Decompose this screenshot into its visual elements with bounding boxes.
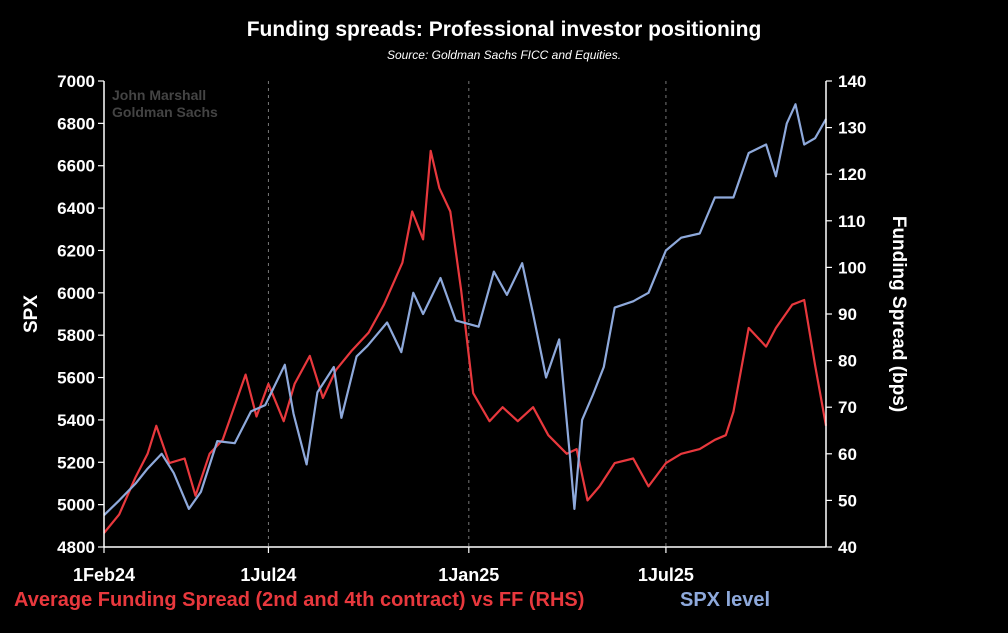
left-tick-label: 6600 — [57, 157, 95, 176]
x-tick-label: 1Feb24 — [73, 565, 135, 585]
spx-level-line — [103, 103, 827, 516]
right-tick-label: 60 — [838, 445, 857, 464]
right-tick-label: 120 — [838, 165, 866, 184]
left-tick-label: 5200 — [57, 453, 95, 472]
x-tick-label: 1Jan25 — [438, 565, 499, 585]
series-group — [103, 103, 828, 534]
chart-title: Funding spreads: Professional investor p… — [246, 18, 762, 41]
right-tick-label: 40 — [838, 538, 857, 557]
left-tick-label: 6200 — [57, 241, 95, 260]
left-tick-label: 5800 — [57, 326, 95, 345]
funding-spread-line — [103, 149, 828, 534]
left-tick-label: 6000 — [57, 284, 95, 303]
right-tick-label: 140 — [838, 72, 866, 91]
right-axis-title: Funding Spread (bps) — [888, 216, 909, 412]
right-tick-label: 80 — [838, 352, 857, 371]
watermark-text: Goldman Sachs — [112, 104, 218, 120]
right-tick-label: 130 — [838, 119, 866, 138]
watermark-text: John Marshall — [112, 87, 206, 103]
right-tick-label: 70 — [838, 398, 857, 417]
right-tick-label: 110 — [838, 212, 865, 231]
right-tick-label: 100 — [838, 258, 866, 277]
axes: 4800 5000 5200 5400 5600 5800 6000 6200 6400 6600… — [21, 72, 909, 585]
x-tick-label: 1Jul25 — [638, 565, 694, 585]
legend-funding: Average Funding Spread (2nd and 4th cont… — [14, 589, 585, 611]
left-tick-label: 6400 — [57, 199, 95, 218]
right-tick-label: 90 — [838, 305, 857, 324]
left-tick-label: 4800 — [57, 538, 95, 557]
left-tick-label: 7000 — [57, 72, 95, 91]
left-tick-label: 5600 — [57, 369, 95, 388]
left-tick-label: 5000 — [57, 496, 95, 515]
chart-subtitle: Source: Goldman Sachs FICC and Equities. — [386, 48, 622, 62]
left-axis-title: SPX — [21, 295, 42, 333]
x-tick-label: 1Jul24 — [240, 565, 296, 585]
left-tick-label: 6800 — [57, 114, 95, 133]
left-tick-label: 5400 — [57, 411, 95, 430]
right-tick-label: 50 — [838, 491, 857, 510]
legend-spx: SPX level — [680, 589, 771, 611]
